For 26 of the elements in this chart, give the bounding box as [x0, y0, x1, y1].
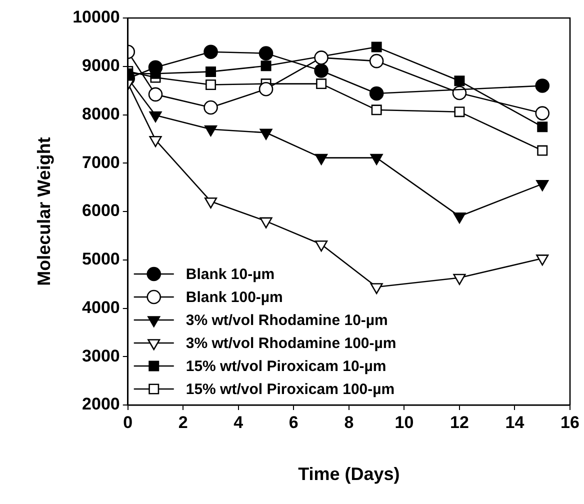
legend-label: Blank 100-µm [186, 289, 283, 306]
x-tick-label: 0 [123, 412, 133, 432]
y-tick-label: 8000 [82, 104, 120, 124]
y-tick-label: 4000 [82, 298, 120, 317]
y-axis-title: Molecular Weight [34, 137, 54, 286]
legend-label: 15% wt/vol Piroxicam 10-µm [186, 358, 386, 376]
y-tick-label: 6000 [82, 201, 120, 220]
x-axis-title: Time (Days) [298, 464, 400, 484]
x-tick-label: 16 [560, 412, 580, 432]
y-tick-label: 10000 [72, 8, 120, 27]
x-tick-label: 4 [234, 412, 244, 432]
y-tick-label: 2000 [82, 394, 120, 414]
x-tick-label: 10 [394, 412, 414, 432]
legend-label: 3% wt/vol Rhodamine 10-µm [186, 312, 388, 330]
x-tick-label: 12 [450, 412, 469, 432]
y-tick-label: 9000 [82, 56, 120, 76]
legend-label: 3% wt/vol Rhodamine 100-µm [186, 335, 396, 352]
x-tick-label: 6 [288, 412, 298, 432]
legend-label: Blank 10-µm [186, 266, 275, 284]
y-tick-label: 3000 [82, 346, 120, 366]
x-tick-label: 2 [178, 412, 188, 432]
y-tick-label: 5000 [82, 250, 120, 269]
y-tick-label: 7000 [82, 152, 120, 172]
x-tick-label: 14 [505, 412, 525, 432]
legend-label: 15% wt/vol Piroxicam 100-µm [186, 381, 395, 398]
x-tick-label: 8 [344, 412, 354, 432]
